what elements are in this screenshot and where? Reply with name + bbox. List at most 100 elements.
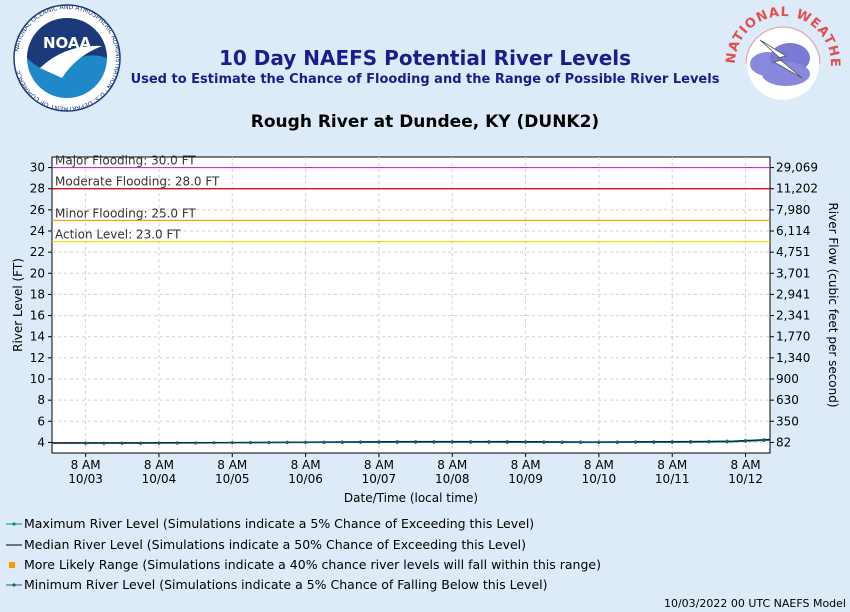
series-point-min <box>157 441 161 445</box>
y-tick-label: 14 <box>30 330 45 344</box>
y2-tick-label: 900 <box>776 372 799 386</box>
y-axis-left: 4 6 8 10 12 14 16 18 20 22 24 26 28 30 <box>30 161 52 449</box>
y-tick-label: 18 <box>30 287 45 301</box>
series-point-min <box>175 441 179 445</box>
x-tick-time: 8 AM <box>584 458 614 472</box>
y-tick-label: 8 <box>37 393 45 407</box>
series-point-min <box>615 441 619 444</box>
legend-item-median: Median River Level (Simulations indicate… <box>6 537 526 552</box>
y-tick-label: 6 <box>37 414 45 428</box>
legend-item-min: Minimum River Level (Simulations indicat… <box>6 577 548 592</box>
y-tick-label: 10 <box>30 372 45 386</box>
x-axis-label: Date/Time (local time) <box>344 491 478 505</box>
x-tick-time: 8 AM <box>511 458 541 472</box>
y-tick-label: 4 <box>37 435 45 449</box>
x-tick-time: 8 AM <box>657 458 687 472</box>
threshold-label-action: Action Level: 23.0 FT <box>55 228 181 242</box>
chart-title: 10 Day NAEFS Potential River Levels <box>218 46 632 70</box>
legend-range-label: More Likely Range (Simulations indicate … <box>24 557 601 572</box>
legend-min-symbol <box>6 582 22 587</box>
threshold-label-minor: Minor Flooding: 25.0 FT <box>55 206 197 220</box>
y-axis-label: River Level (FT) <box>11 258 25 352</box>
y2-tick-label: 2,941 <box>776 287 810 301</box>
series-point-min <box>249 441 252 445</box>
legend-item-range: More Likely Range (Simulations indicate … <box>6 557 601 572</box>
y-tick-label: 30 <box>30 161 45 175</box>
series-lines <box>52 438 771 445</box>
y-axis-right: 82 350 630 900 1,340 1,770 2,341 2,941 3,701 4,75… <box>770 161 818 449</box>
noaa-logo: NOAA NATIONAL OCEANIC AND ATMOSPHERIC AD… <box>13 4 121 112</box>
legend-max-label: Maximum River Level (Simulations indicat… <box>24 516 535 531</box>
threshold-label-moderate: Moderate Flooding: 28.0 FT <box>55 175 220 189</box>
series-point-min <box>432 441 436 444</box>
series-point-min <box>542 441 546 444</box>
y2-tick-label: 350 <box>776 414 799 428</box>
y-tick-label: 16 <box>30 309 45 323</box>
series-point-min <box>340 441 344 444</box>
y2-tick-label: 630 <box>776 393 799 407</box>
series-point-min <box>579 441 582 445</box>
legend-median-label: Median River Level (Simulations indicate… <box>24 537 527 552</box>
series-point-min <box>377 441 381 444</box>
series-point-min <box>524 441 527 444</box>
y2-axis-label: River Flow (cubic feet per second) <box>826 202 840 407</box>
series-point-min <box>139 442 143 445</box>
series-point-min <box>634 441 637 444</box>
y-tick-label: 26 <box>30 203 45 217</box>
x-tick-time: 8 AM <box>144 458 174 472</box>
series-point-min <box>469 441 472 444</box>
legend-min-label: Minimum River Level (Simulations indicat… <box>24 577 548 592</box>
y2-tick-label: 1,770 <box>776 330 810 344</box>
x-tick-time: 8 AM <box>71 458 101 472</box>
x-tick-time: 8 AM <box>364 458 394 472</box>
series-point-min <box>560 441 564 444</box>
series-point-min <box>395 441 399 444</box>
series-point-min <box>670 441 674 444</box>
y-tick-label: 28 <box>30 182 45 196</box>
x-tick-date: 10/08 <box>435 472 470 486</box>
x-tick-date: 10/07 <box>362 472 397 486</box>
x-tick-time: 8 AM <box>731 458 761 472</box>
noaa-logo-text: NOAA <box>43 34 92 52</box>
y2-tick-label: 29,069 <box>776 161 818 175</box>
series-point-min <box>285 441 289 445</box>
series-point-min <box>707 440 711 444</box>
y2-tick-label: 3,701 <box>776 266 810 280</box>
x-tick-time: 8 AM <box>291 458 321 472</box>
model-run-footer: 10/03/2022 00 UTC NAEFS Model <box>663 597 846 610</box>
nws-logo: NATIONAL WEATHER SERVICE <box>724 6 841 100</box>
threshold-label-major: Major Flooding: 30.0 FT <box>55 154 196 168</box>
y2-tick-label: 82 <box>776 435 791 449</box>
series-point-min <box>359 441 362 444</box>
x-tick-date: 10/03 <box>68 472 103 486</box>
y-tick-label: 12 <box>30 351 45 365</box>
flood-thresholds: Major Flooding: 30.0 FT Moderate Flooding… <box>52 154 770 243</box>
series-point-min <box>689 440 692 444</box>
x-tick-date: 10/10 <box>582 472 617 486</box>
x-tick-time: 8 AM <box>437 458 467 472</box>
legend-range-symbol <box>9 561 15 568</box>
y2-tick-label: 6,114 <box>776 224 810 238</box>
x-tick-date: 10/09 <box>508 472 543 486</box>
series-point-min <box>505 441 509 444</box>
series-point-min <box>120 442 124 445</box>
series-point-min <box>84 442 88 445</box>
series-point-min <box>102 442 106 445</box>
chart-subtitle: Used to Estimate the Chance of Flooding … <box>130 72 720 87</box>
y-tick-label: 20 <box>30 266 45 280</box>
x-tick-date: 10/04 <box>142 472 177 486</box>
series-point-min <box>725 440 729 444</box>
series-point-min <box>304 441 307 445</box>
station-name: Rough River at Dundee, KY (DUNK2) <box>250 112 600 132</box>
series-point-min <box>267 441 271 445</box>
x-tick-date: 10/11 <box>655 472 690 486</box>
x-tick-time: 8 AM <box>217 458 247 472</box>
series-point-min <box>652 441 656 444</box>
series-point-min <box>487 441 491 444</box>
series-point-min <box>597 441 601 445</box>
x-tick-date: 10/12 <box>728 472 763 486</box>
x-tick-date: 10/05 <box>215 472 250 486</box>
x-tick-date: 10/06 <box>288 472 323 486</box>
plot-area <box>51 156 771 454</box>
